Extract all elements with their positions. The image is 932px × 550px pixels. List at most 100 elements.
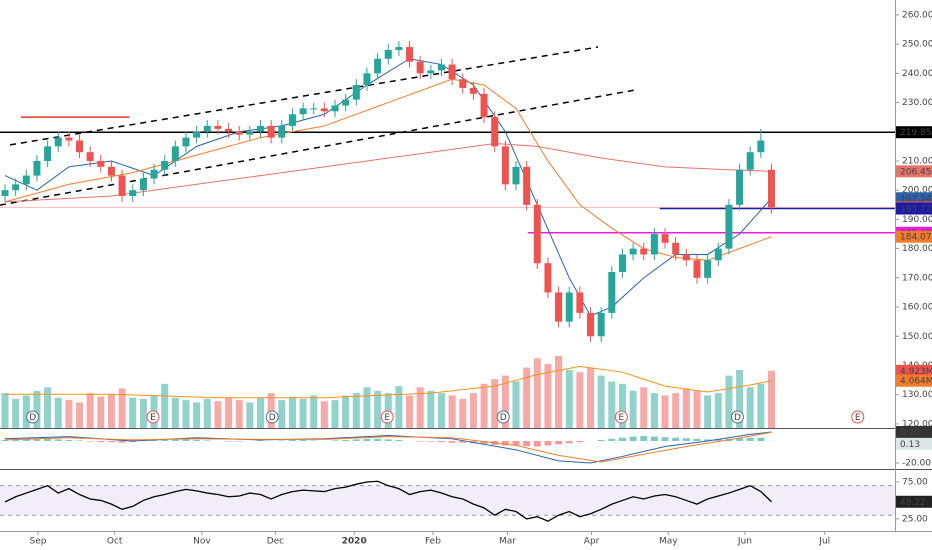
macd-histogram (161, 439, 169, 442)
macd-histogram (310, 440, 318, 442)
candle-body (480, 93, 488, 118)
macd-histogram (746, 437, 754, 442)
candle-body (331, 105, 339, 112)
axis-value-label: 48.22 (900, 498, 926, 508)
candle-body (768, 169, 776, 208)
volume-bar (597, 375, 605, 428)
y-tick-label: 190.00 (902, 215, 932, 225)
candle-body (725, 204, 733, 249)
volume-bar (22, 395, 30, 428)
volume-bar (725, 375, 733, 428)
event-label: D (734, 413, 741, 423)
volume-bar (704, 395, 712, 428)
y-tick-label: 240.00 (902, 69, 932, 79)
candle-body (704, 260, 712, 278)
macd-histogram (278, 440, 286, 442)
rsi-line (4, 480, 772, 522)
macd-histogram (555, 441, 563, 445)
volume-bar (118, 388, 126, 428)
macd-histogram (342, 439, 350, 442)
volume-bar (544, 364, 552, 428)
event-label: E (150, 413, 156, 423)
axis-value-label: 0.13 (900, 440, 920, 450)
volume-bar (267, 393, 275, 428)
macd-histogram (704, 439, 712, 442)
volume-bar (1, 393, 9, 428)
macd-histogram (76, 440, 84, 442)
candle-body (618, 254, 626, 272)
candle-body (363, 73, 371, 86)
axis-value-label: 197.24 (900, 194, 932, 204)
macd-histogram (459, 441, 467, 443)
candle-body (139, 178, 147, 191)
candle-body (608, 271, 616, 313)
macd-histogram (12, 439, 20, 442)
axis-value-box (896, 230, 932, 243)
volume-bar (406, 395, 414, 428)
volume-bar (288, 396, 296, 428)
volume-bar (768, 370, 776, 428)
volume-bar (661, 395, 669, 428)
macd-histogram (1, 439, 9, 442)
volume-bar (714, 393, 722, 428)
candle-body (267, 125, 275, 138)
volume-bar (693, 390, 701, 428)
macd-histogram (448, 441, 456, 443)
candle-body (512, 166, 520, 185)
volume-bar (33, 390, 41, 428)
axis-value-box (896, 202, 932, 215)
candle-body (384, 49, 392, 59)
x-tick-label: Apr (584, 537, 600, 547)
volume-bar (76, 402, 84, 428)
volume-bar (97, 396, 105, 428)
volume-bar (246, 402, 254, 428)
macd-histogram (331, 440, 339, 442)
candle-body (342, 99, 350, 106)
candle-body (246, 131, 254, 135)
volume-bar (459, 398, 467, 428)
candle-body (416, 61, 424, 74)
axis-value-label: 4.923M (900, 367, 932, 377)
candle-body (97, 160, 105, 167)
volume-bar (214, 401, 222, 428)
x-tick-label: Sep (30, 537, 47, 547)
volume-bar (437, 393, 445, 428)
candle-body (693, 260, 701, 278)
candle-body (310, 108, 318, 110)
volume-bar (395, 386, 403, 428)
macd-histogram (150, 440, 158, 442)
axis-value-label: 193.72 (900, 205, 932, 215)
candle-body (33, 160, 41, 176)
macd-histogram (129, 441, 137, 443)
axis-value-box (896, 374, 932, 387)
candle-body (1, 190, 9, 197)
volume-ma (5, 365, 772, 399)
volume-bar (299, 398, 307, 428)
event-label: D (269, 413, 276, 423)
candle-body (44, 146, 52, 161)
volume-bar (363, 387, 371, 428)
volume-bar (565, 369, 573, 428)
candle-body (352, 85, 360, 100)
candle-body (182, 137, 190, 147)
macd-histogram (97, 441, 105, 443)
candle-body (491, 117, 499, 147)
volume-bar (608, 381, 616, 428)
candle-body (576, 292, 584, 313)
macd-histogram (395, 439, 403, 442)
macd-histogram (640, 436, 648, 442)
y-tick-label: 200.00 (902, 186, 932, 196)
volume-bar (501, 375, 509, 428)
candle-body (257, 125, 265, 132)
y-tick-label: 180.00 (902, 244, 932, 254)
event-label: D (29, 413, 36, 423)
trendline (0, 89, 636, 206)
candle-body (523, 166, 531, 205)
x-tick-label: Dec (267, 537, 284, 547)
macd-histogram (225, 441, 233, 442)
volume-bar (129, 397, 137, 428)
macd-histogram (533, 441, 541, 447)
macd-histogram (672, 437, 680, 442)
volume-bar (235, 400, 243, 428)
